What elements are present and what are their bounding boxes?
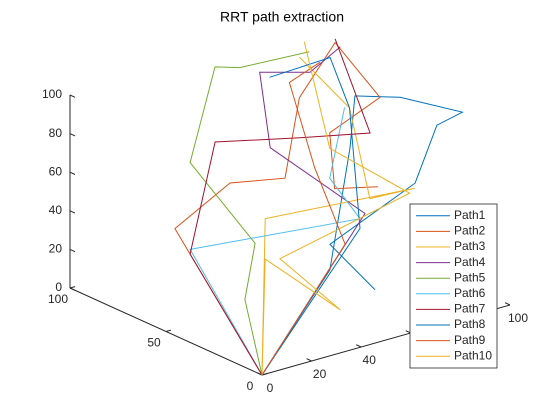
z-tick-label: 40 [49,203,63,217]
legend-label: Path3 [454,239,486,253]
legend-label: Path9 [454,333,486,347]
legend-label: Path2 [454,224,486,238]
legend-label: Path6 [454,286,486,300]
y-tick-label: 100 [48,292,68,306]
y-tick-label: 50 [147,336,161,350]
z-tick-label: 0 [55,280,62,294]
chart-title: RRT path extraction [220,9,344,25]
z-tick-label: 60 [49,164,63,178]
x-tick [306,358,312,362]
legend-label: Path10 [454,348,492,362]
z-tick [69,248,76,253]
legend-label: Path4 [454,255,486,269]
x-tick-label: 0 [267,381,274,395]
z-tick [69,94,76,98]
y-tick [261,373,268,376]
path-line [259,46,366,376]
path-line [174,41,381,376]
path-line [189,38,371,376]
path-line [261,61,346,376]
z-tick [69,287,76,291]
legend-label: Path1 [454,208,486,222]
path-line [261,41,411,376]
x-tick-label: 20 [313,367,327,381]
legend-label: Path8 [454,317,486,331]
y-tick [69,286,76,289]
x-tick [504,302,511,306]
path-line [189,51,310,376]
legend-label: Path7 [454,302,486,316]
path-line [261,95,464,376]
z-tick-label: 20 [49,242,63,256]
x-tick-label: 100 [508,311,528,325]
x-tick [355,344,362,348]
z-tick-label: 80 [49,126,63,140]
y-tick-label: 0 [247,379,254,393]
z-tick-label: 100 [42,87,62,101]
y-tick [165,329,172,332]
z-tick [69,210,76,214]
x-tick [256,372,263,376]
x-tick-label: 40 [363,353,377,367]
z-tick [69,171,76,175]
path-line [261,56,415,376]
z-tick [69,133,76,137]
legend-label: Path5 [454,270,486,284]
